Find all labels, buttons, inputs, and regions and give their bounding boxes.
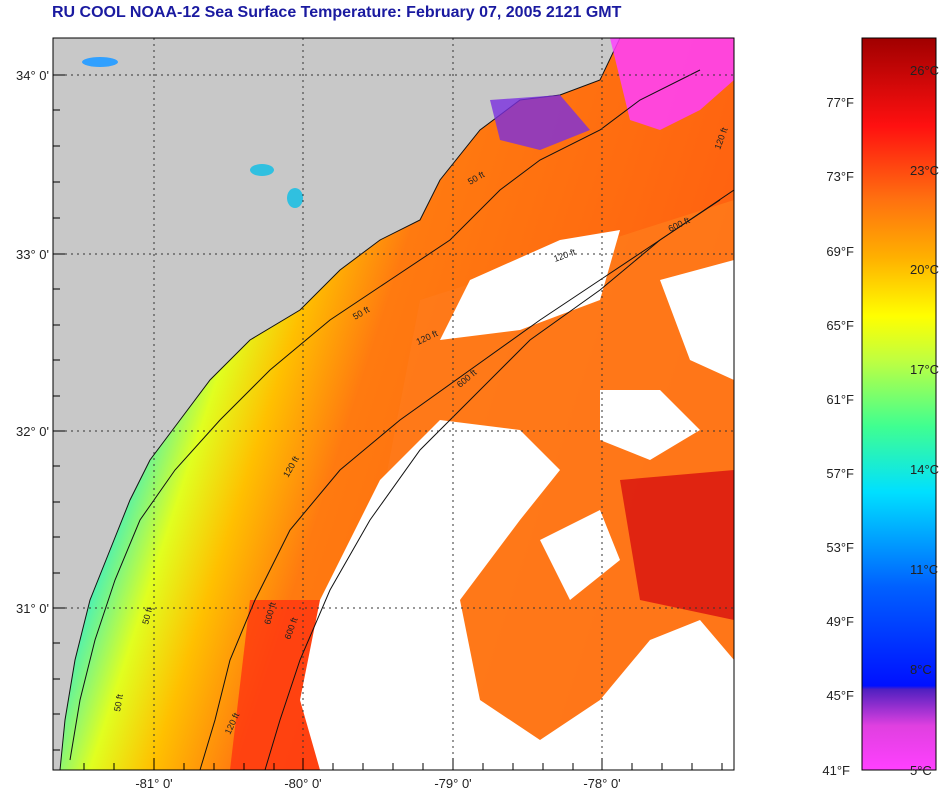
bathymetry-contours — [69, 69, 734, 770]
fahrenheit-label: 49°F — [826, 614, 854, 629]
lat-label: 31° 0' — [16, 601, 49, 616]
lon-label: -81° 0' — [135, 776, 172, 791]
lon-label: -78° 0' — [583, 776, 620, 791]
inland-lake — [287, 188, 303, 208]
fahrenheit-label: 53°F — [826, 540, 854, 555]
lon-label: -79° 0' — [434, 776, 471, 791]
cloud-mask — [300, 230, 734, 770]
celsius-label: 5°C — [910, 763, 932, 778]
inland-lake — [250, 164, 274, 176]
celsius-scale: 26°C 23°C 20°C 17°C 14°C 11°C 8°C 5°C — [910, 63, 939, 778]
colorbar — [861, 37, 937, 771]
contour-label: 50 ft — [112, 693, 125, 712]
graticule — [53, 38, 734, 770]
celsius-label: 14°C — [910, 462, 939, 477]
celsius-label: 26°C — [910, 63, 939, 78]
fahrenheit-scale: 77°F 73°F 69°F 65°F 61°F 57°F 53°F 49°F … — [822, 95, 854, 778]
fahrenheit-label: 69°F — [826, 244, 854, 259]
lon-ticks — [83, 758, 723, 770]
fahrenheit-label: 61°F — [826, 392, 854, 407]
fahrenheit-label: 57°F — [826, 466, 854, 481]
warm-core — [620, 470, 734, 620]
lat-ticks — [53, 74, 65, 751]
celsius-label: 8°C — [910, 662, 932, 677]
celsius-label: 11°C — [910, 562, 938, 577]
lat-label: 34° 0' — [16, 68, 49, 83]
lat-label: 33° 0' — [16, 247, 49, 262]
celsius-label: 20°C — [910, 262, 939, 277]
cold-inshore — [490, 95, 590, 150]
lat-label: 32° 0' — [16, 424, 49, 439]
contour-label: 50 ft — [140, 606, 154, 626]
fahrenheit-label: 41°F — [822, 763, 850, 778]
celsius-label: 23°C — [910, 163, 939, 178]
fahrenheit-label: 77°F — [826, 95, 854, 110]
celsius-label: 17°C — [910, 362, 939, 377]
lon-label: -80° 0' — [284, 776, 321, 791]
fahrenheit-label: 73°F — [826, 169, 854, 184]
fahrenheit-label: 65°F — [826, 318, 854, 333]
map-title: RU COOL NOAA-12 Sea Surface Temperature:… — [52, 4, 622, 21]
fahrenheit-label: 45°F — [826, 688, 854, 703]
inland-lake — [82, 57, 118, 67]
